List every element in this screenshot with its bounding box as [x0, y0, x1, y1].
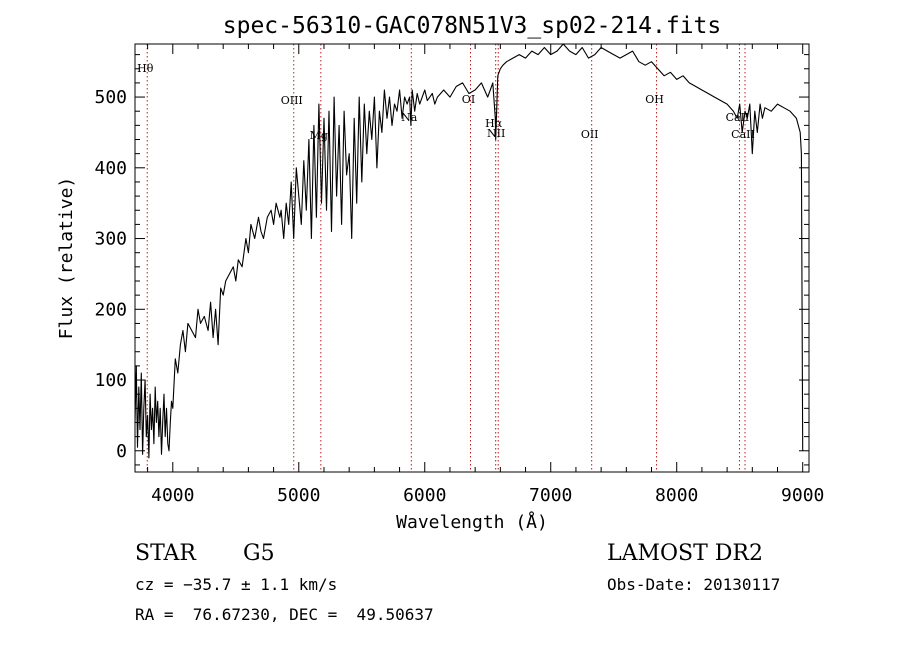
obs-date: Obs-Date: 20130117 [607, 575, 780, 594]
plot-frame [134, 43, 810, 473]
y-axis-label: Flux (relative) [56, 177, 77, 340]
y-tick-label: 0 [116, 441, 127, 462]
marker-label: Hθ [137, 62, 154, 75]
marker-label: Hα [485, 117, 503, 130]
spectrum-line [134, 43, 804, 459]
y-tick-label: 400 [94, 158, 127, 179]
x-tick-label: 9000 [781, 485, 824, 506]
x-tick-label: 7000 [529, 485, 572, 506]
marker-label: OH [645, 93, 664, 106]
y-axis: 0 100 200 300 400 500 [94, 54, 809, 466]
survey-name: LAMOST DR2 [607, 541, 763, 566]
x-tick-label: 5000 [277, 485, 320, 506]
x-tick-label: 8000 [655, 485, 698, 506]
marker-label: OIII [281, 94, 303, 107]
x-axis-label: Wavelength (Å) [396, 511, 548, 533]
marker-label: OII [581, 128, 599, 141]
object-type: STAR [135, 541, 197, 566]
chart-title: spec-56310-GAC078N51V3_sp02-214.fits [223, 13, 722, 39]
marker-label: OI [462, 93, 475, 106]
marker-label: CaII [731, 128, 755, 141]
velocity-readout: cz = −35.7 ± 1.1 km/s [135, 575, 337, 594]
coordinates: RA = 76.67230, DEC = 49.50637 [135, 605, 434, 624]
x-tick-label: 6000 [403, 485, 446, 506]
y-tick-label: 200 [94, 299, 127, 320]
marker-label: Na [401, 111, 418, 124]
y-tick-label: 100 [94, 370, 127, 391]
x-axis: 4000 5000 6000 7000 8000 9000 [147, 44, 824, 506]
y-tick-label: 300 [94, 229, 127, 250]
line-markers [146, 44, 746, 472]
y-tick-label: 500 [94, 87, 127, 108]
x-tick-label: 4000 [151, 485, 194, 506]
object-subclass: G5 [243, 541, 275, 566]
